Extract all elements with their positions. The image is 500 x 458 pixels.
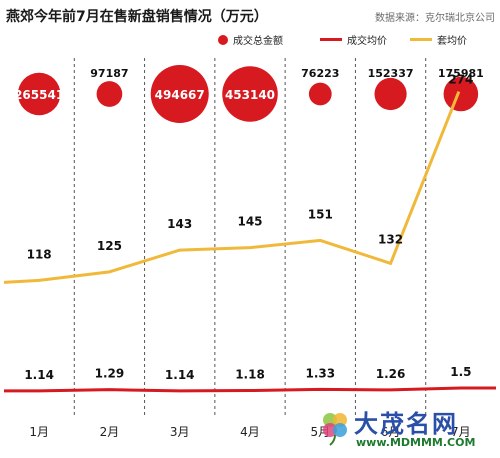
avg-price-line-group: 1.14 1.29 1.14 1.18 1.33 1.26 1.5 (4, 365, 496, 393)
unit-price-label: 274 (448, 73, 473, 87)
total-amount-bubbles: 265541 97187 494667 453140 76223 152337 175981 (14, 65, 484, 123)
unit-price-label: 125 (97, 239, 122, 253)
amount-bubble (443, 76, 479, 112)
amount-bubble (222, 66, 278, 122)
legend-item-total-amount: 成交总金额 (218, 32, 283, 47)
watermark-url: www.MDMMM.COM (356, 436, 476, 449)
unit-price-line (3, 91, 461, 284)
legend-label: 成交均价 (347, 36, 387, 47)
legend-dot-icon (218, 34, 228, 45)
amount-label: 453140 (225, 88, 275, 102)
amount-label: 97187 (90, 67, 128, 80)
category-separators (73, 58, 427, 418)
amount-label: 494667 (155, 88, 205, 102)
avg-price-label: 1.14 (165, 368, 195, 382)
amount-bubble (374, 77, 407, 111)
x-tick-label: 3月 (170, 425, 190, 439)
amount-bubble (17, 72, 61, 116)
watermark-text: 大茂名网 (354, 409, 458, 438)
amount-bubble (96, 81, 123, 107)
avg-price-label: 1.5 (450, 365, 471, 379)
amount-label: 175981 (438, 67, 484, 80)
unit-price-label: 118 (27, 247, 52, 261)
amount-bubble (150, 65, 209, 123)
chart-title: 燕郊今年前7月在售新盘销售情况（万元） (6, 9, 268, 25)
clover-logo-icon (323, 413, 347, 446)
unit-price-label: 145 (237, 215, 262, 229)
unit-price-label: 132 (378, 232, 403, 246)
legend-line-icon (410, 38, 432, 41)
legend-item-avg-price: 成交均价 (320, 32, 387, 47)
amount-bubble (308, 82, 332, 106)
x-tick-label: 4月 (240, 425, 260, 439)
amount-label: 265541 (14, 88, 64, 102)
amount-label: 152337 (368, 67, 414, 80)
watermark: 大茂名网 www.MDMMM.COM (318, 404, 498, 454)
legend-label: 成交总金额 (233, 36, 283, 47)
unit-price-line-group: 118 125 143 145 151 132 274 (3, 73, 473, 284)
avg-price-label: 1.26 (376, 367, 406, 381)
legend-item-unit-price: 套均价 (410, 32, 467, 47)
data-source: 数据来源：克尔瑞北京公司 (375, 13, 495, 24)
avg-price-label: 1.33 (305, 366, 335, 380)
avg-price-label: 1.29 (95, 367, 125, 381)
avg-price-label: 1.14 (24, 368, 54, 382)
x-tick-label: 1月 (29, 425, 49, 439)
legend-label: 套均价 (437, 36, 467, 47)
x-tick-label: 7月 (451, 425, 471, 439)
avg-price-line (4, 386, 496, 393)
x-axis: 1月 2月 3月 4月 5月 6月 7月 (29, 425, 470, 439)
amount-label: 76223 (301, 67, 339, 80)
legend-line-icon (320, 38, 342, 41)
unit-price-label: 143 (167, 217, 192, 231)
unit-price-label: 151 (308, 207, 333, 221)
x-tick-label: 6月 (381, 425, 401, 439)
x-tick-label: 2月 (100, 425, 120, 439)
avg-price-label: 1.18 (235, 368, 265, 382)
